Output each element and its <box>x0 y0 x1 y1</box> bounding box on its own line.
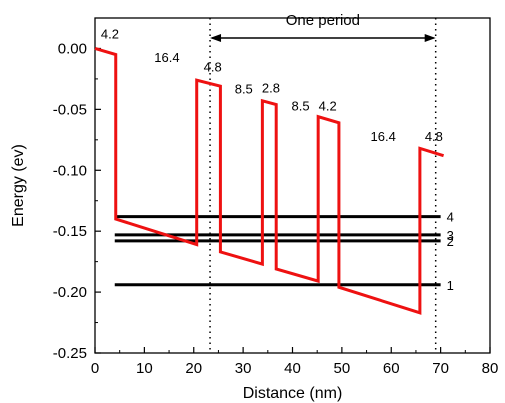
x-tick-label: 20 <box>185 360 202 377</box>
axes-frame <box>94 17 491 354</box>
axis-ticks <box>94 47 491 354</box>
x-tick-label: 30 <box>235 360 252 377</box>
x-tick-label: 40 <box>284 360 301 377</box>
period-marker: One period <box>210 12 436 42</box>
y-tick-label: -0.20 <box>53 284 87 301</box>
y-axis-title: Energy (ev) <box>10 144 27 227</box>
layer-thickness-label: 4.2 <box>101 27 119 42</box>
band-profile <box>94 47 445 315</box>
energy-level-label: 4 <box>447 210 454 225</box>
y-tick-label: -0.05 <box>53 101 87 118</box>
x-tick-label: 70 <box>432 360 449 377</box>
period-label: One period <box>286 12 360 29</box>
layer-thickness-labels: 4.2 16.4 4.8 8.5 2.8 8.5 4.2 16.4 4.8 <box>101 27 443 144</box>
layer-thickness-label: 4.2 <box>319 99 337 114</box>
x-tick-label: 60 <box>383 360 400 377</box>
period-arrow-head-right <box>424 34 436 42</box>
plot-frame <box>94 17 491 354</box>
band-profile-line <box>94 47 445 315</box>
layer-thickness-label: 8.5 <box>292 99 310 114</box>
energy-level-label: 1 <box>447 278 454 293</box>
x-tick-label: 0 <box>91 360 99 377</box>
y-tick-label: -0.25 <box>53 345 87 362</box>
x-axis-title: Distance (nm) <box>243 385 343 402</box>
y-tick-label: 0.00 <box>58 40 87 57</box>
y-tick-label: -0.10 <box>53 162 87 179</box>
x-tick-label: 10 <box>136 360 153 377</box>
tick-labels: 0 10 20 30 40 50 60 70 80 0.00 -0.05 -0.10 -0.15 -0.2… <box>53 40 499 377</box>
energy-level-label: 2 <box>447 234 454 249</box>
layer-thickness-label: 16.4 <box>154 50 179 65</box>
y-tick-label: -0.15 <box>53 223 87 240</box>
layer-thickness-label: 4.8 <box>425 129 443 144</box>
layer-thickness-label: 4.8 <box>204 60 222 75</box>
period-arrow-head-left <box>210 34 222 42</box>
layer-thickness-label: 2.8 <box>262 80 280 95</box>
period-boundary-lines <box>209 18 437 353</box>
energy-level-label: 3 <box>447 228 454 243</box>
layer-thickness-label: 16.4 <box>371 129 396 144</box>
energy-levels: 1 23 4 <box>114 210 454 293</box>
x-tick-label: 50 <box>334 360 351 377</box>
x-tick-label: 80 <box>482 360 499 377</box>
layer-thickness-label: 8.5 <box>235 82 253 97</box>
